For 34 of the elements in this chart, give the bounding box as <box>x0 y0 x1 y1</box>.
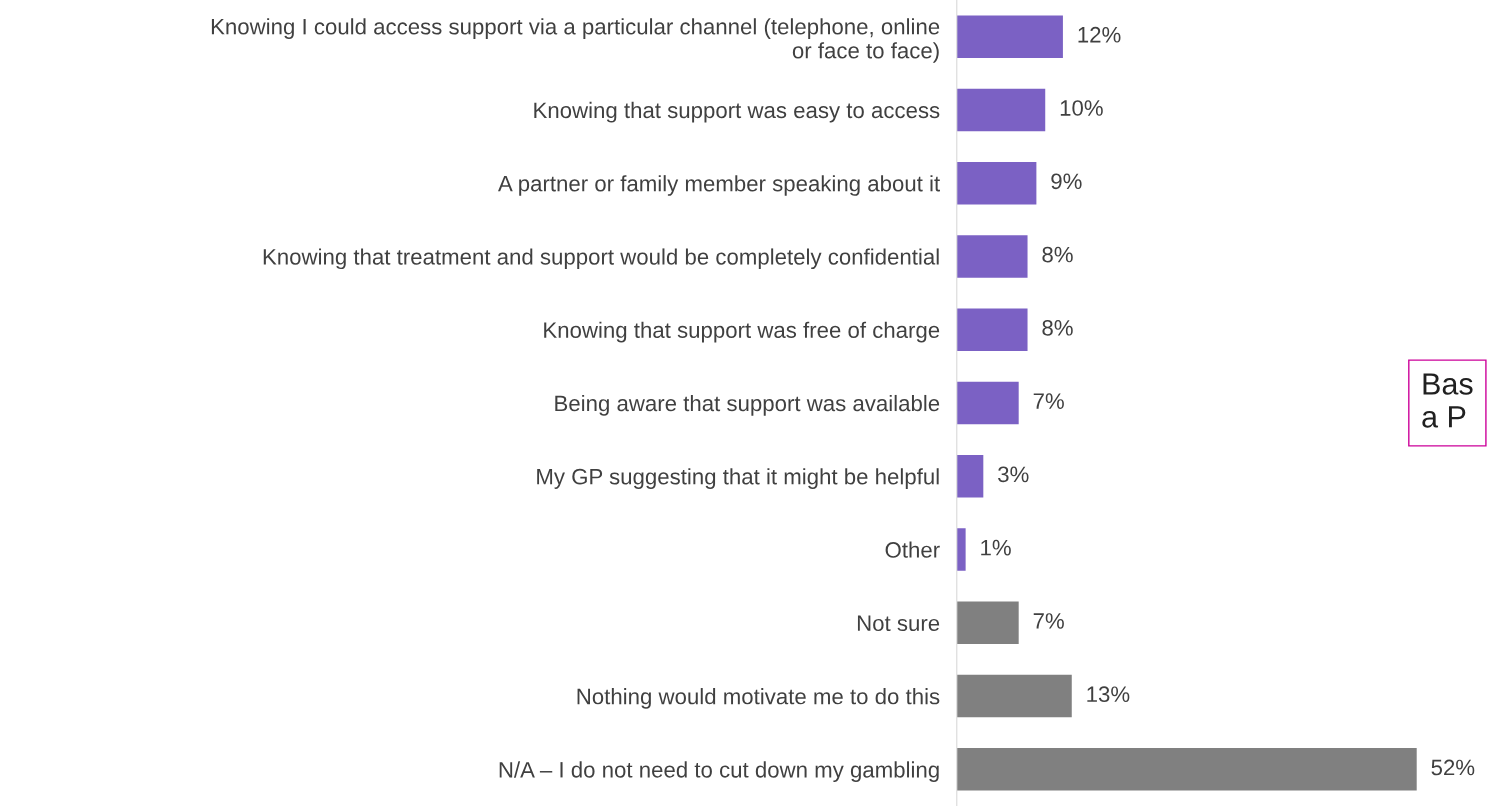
bar <box>956 15 1063 58</box>
y-tick-label: Knowing that support was easy to access <box>534 101 940 123</box>
data-label: 8% <box>1042 319 1073 336</box>
y-tick-label: My GP suggesting that it might be helpful <box>537 468 939 489</box>
bar <box>956 528 966 571</box>
bar <box>956 674 1072 718</box>
data-label: 7% <box>1033 393 1064 409</box>
y-tick-label: Nothing would motivate me to do this <box>577 688 940 709</box>
y-tick-label: Being aware that support was available <box>555 394 940 416</box>
y-tick-label: Not sure <box>857 615 940 632</box>
data-label: 10% <box>1060 100 1103 116</box>
y-tick-label: Knowing that support was free of charge <box>544 321 940 343</box>
bar <box>956 601 1019 645</box>
y-tick-label: Knowing I could access support via a particular channel (telephone, online or face to face) <box>211 18 940 63</box>
y-tick-label: Other <box>885 541 940 558</box>
data-label: 8% <box>1042 246 1073 263</box>
bar <box>956 455 984 498</box>
bar <box>956 381 1019 425</box>
y-tick-label: A partner or family member speaking about it <box>498 175 940 196</box>
bar <box>956 161 1037 205</box>
data-label: 9% <box>1051 173 1082 190</box>
data-label: 3% <box>998 466 1029 483</box>
bar <box>956 308 1028 351</box>
data-label: 13% <box>1087 686 1130 703</box>
bar <box>956 748 1417 791</box>
data-label: 7% <box>1033 613 1064 629</box>
data-label: 12% <box>1078 26 1121 43</box>
data-label: 1% <box>981 539 1011 556</box>
bar <box>956 88 1046 132</box>
y-tick-label: N/A – I do not need to cut down my gambling <box>499 761 939 783</box>
text: Bas a P <box>1422 373 1473 428</box>
data-label: 52% <box>1431 759 1475 776</box>
y-tick-label: Knowing that treatment and support would be completely confidential <box>263 248 939 270</box>
bar <box>956 235 1028 278</box>
